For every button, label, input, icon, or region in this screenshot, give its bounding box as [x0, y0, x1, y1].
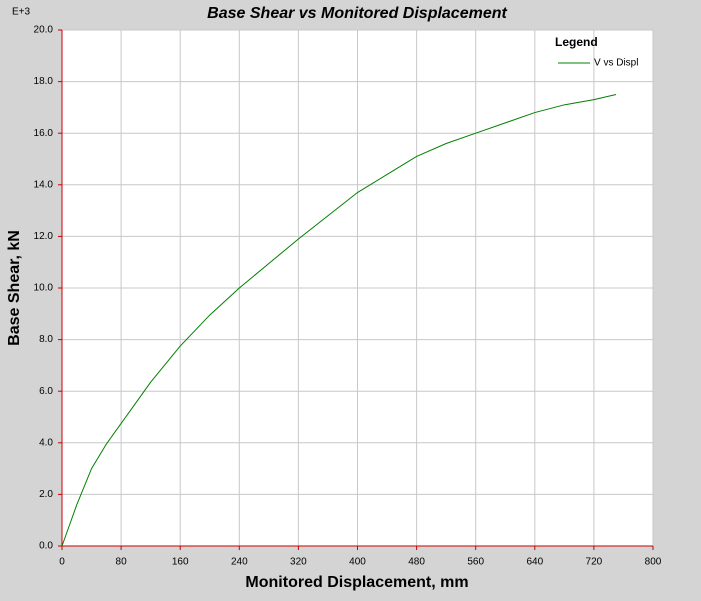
y-tick-label: 14.0: [34, 179, 54, 190]
x-tick-label: 560: [467, 557, 484, 568]
x-tick-label: 320: [290, 557, 307, 568]
x-tick-label: 160: [172, 557, 189, 568]
y-tick-label: 4.0: [39, 437, 53, 448]
legend-title: Legend: [555, 35, 598, 49]
chart-title: Base Shear vs Monitored Displacement: [207, 5, 507, 22]
axis-multiplier: E+3: [12, 7, 31, 18]
marks: [61, 94, 617, 547]
y-tick-label: 20.0: [34, 25, 54, 36]
grid: 0.0 2.0 4.0 6.0 8.0 10.0 12.0 14.0 16.0 18.0 20.0 0…: [34, 25, 662, 568]
y-tick-label: 18.0: [34, 76, 54, 87]
y-axis-label: Base Shear, kN: [6, 230, 23, 346]
x-tick-label: 800: [645, 557, 662, 568]
y-tick-label: 6.0: [39, 386, 53, 397]
legend: Legend V vs Displ: [555, 35, 638, 68]
x-tick-label: 80: [116, 557, 128, 568]
y-tick-label: 12.0: [34, 231, 54, 242]
x-tick-label: 0: [59, 557, 65, 568]
y-tick-label: 0.0: [39, 541, 53, 552]
x-tick-label: 720: [586, 557, 603, 568]
y-tick-label: 2.0: [39, 489, 53, 500]
x-tick-label: 480: [408, 557, 425, 568]
x-tick-label: 240: [231, 557, 248, 568]
y-tick-label: 16.0: [34, 128, 54, 139]
x-tick-label: 400: [349, 557, 366, 568]
legend-label: V vs Displ: [594, 58, 638, 69]
x-tick-label: 640: [526, 557, 543, 568]
y-tick-label: 10.0: [34, 283, 54, 294]
x-axis-label: Monitored Displacement, mm: [245, 574, 468, 591]
data-line: [61, 94, 617, 547]
y-tick-label: 8.0: [39, 334, 53, 345]
